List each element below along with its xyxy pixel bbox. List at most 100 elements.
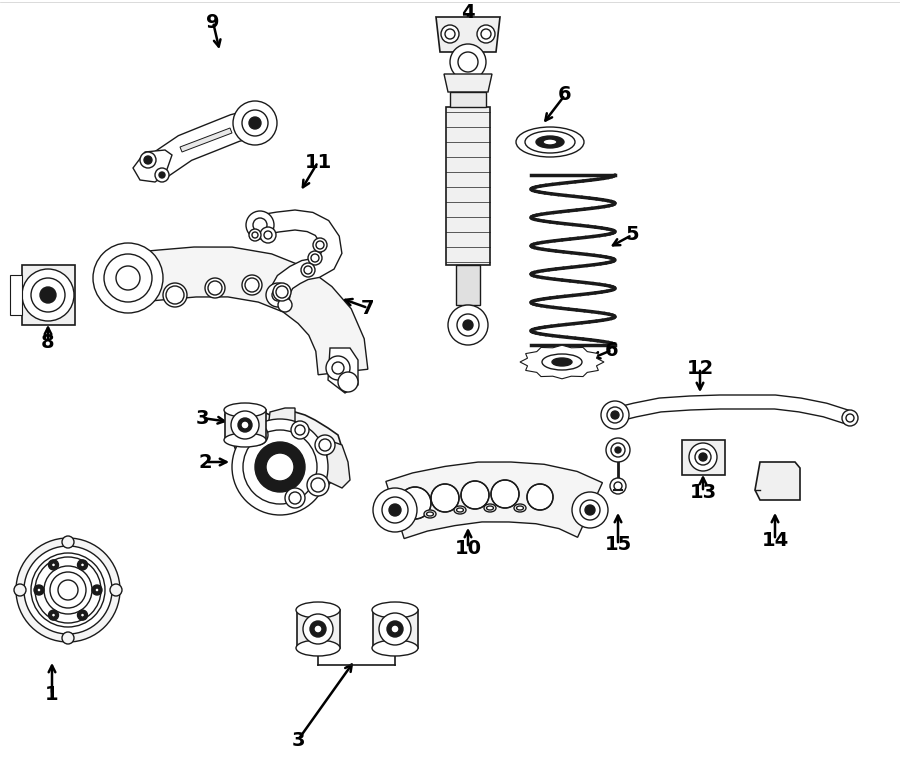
Circle shape (611, 443, 625, 457)
Ellipse shape (542, 354, 582, 370)
Circle shape (301, 263, 315, 277)
Polygon shape (297, 610, 340, 648)
Ellipse shape (536, 136, 564, 148)
Circle shape (40, 287, 56, 303)
Circle shape (242, 275, 262, 295)
Circle shape (245, 278, 259, 292)
Ellipse shape (543, 139, 557, 145)
Ellipse shape (224, 433, 266, 447)
Circle shape (326, 356, 350, 380)
Circle shape (332, 362, 344, 374)
Circle shape (448, 305, 488, 345)
Circle shape (846, 414, 854, 422)
Circle shape (311, 478, 325, 492)
Circle shape (205, 278, 225, 298)
Text: 2: 2 (198, 453, 212, 472)
Circle shape (303, 614, 333, 644)
Circle shape (92, 585, 102, 595)
Ellipse shape (296, 602, 340, 618)
Polygon shape (436, 17, 500, 52)
Circle shape (266, 283, 290, 307)
Circle shape (491, 480, 519, 508)
Circle shape (699, 453, 707, 461)
Text: 4: 4 (461, 2, 475, 21)
Ellipse shape (424, 510, 436, 518)
Circle shape (463, 320, 473, 330)
Circle shape (166, 286, 184, 304)
Text: 11: 11 (304, 153, 331, 172)
Circle shape (62, 536, 74, 548)
Circle shape (252, 232, 258, 238)
Polygon shape (22, 265, 75, 325)
Circle shape (527, 484, 553, 510)
Circle shape (50, 572, 86, 608)
Circle shape (104, 254, 152, 302)
Circle shape (610, 478, 626, 494)
Text: 15: 15 (605, 535, 632, 555)
Circle shape (252, 429, 264, 441)
Ellipse shape (427, 512, 434, 516)
Circle shape (116, 266, 140, 290)
Circle shape (80, 613, 85, 617)
Circle shape (311, 254, 319, 262)
Text: 9: 9 (206, 12, 220, 31)
Circle shape (49, 610, 58, 620)
Circle shape (585, 505, 595, 515)
Circle shape (144, 156, 152, 164)
Circle shape (601, 401, 629, 429)
Circle shape (431, 484, 459, 512)
Ellipse shape (517, 506, 524, 510)
Circle shape (389, 504, 401, 516)
Circle shape (310, 621, 326, 637)
Circle shape (458, 52, 478, 72)
Circle shape (373, 488, 417, 532)
Circle shape (163, 283, 187, 307)
Circle shape (441, 25, 459, 43)
Text: 3: 3 (292, 730, 305, 749)
Circle shape (461, 481, 489, 509)
Circle shape (255, 442, 305, 492)
Circle shape (572, 492, 608, 528)
Polygon shape (456, 265, 480, 305)
Circle shape (308, 251, 322, 265)
Polygon shape (450, 92, 486, 107)
Circle shape (242, 110, 268, 136)
Circle shape (307, 474, 329, 496)
Circle shape (233, 101, 277, 145)
Polygon shape (126, 247, 368, 375)
Circle shape (314, 625, 322, 633)
Circle shape (231, 411, 259, 439)
Circle shape (842, 410, 858, 426)
Circle shape (34, 585, 44, 595)
Circle shape (49, 560, 58, 570)
Circle shape (14, 584, 26, 596)
Circle shape (260, 227, 276, 243)
Circle shape (291, 421, 309, 439)
Circle shape (44, 566, 92, 614)
Text: 7: 7 (361, 298, 374, 318)
Circle shape (611, 411, 619, 419)
Polygon shape (328, 348, 358, 393)
Ellipse shape (456, 508, 464, 512)
Circle shape (276, 286, 288, 298)
Circle shape (457, 314, 479, 336)
Ellipse shape (296, 640, 340, 656)
Polygon shape (258, 210, 342, 300)
Polygon shape (386, 462, 602, 538)
Circle shape (80, 563, 85, 567)
Circle shape (155, 168, 169, 182)
Circle shape (273, 283, 291, 301)
Circle shape (445, 29, 455, 39)
Circle shape (387, 621, 403, 637)
Polygon shape (755, 462, 800, 500)
Polygon shape (10, 275, 22, 315)
Circle shape (248, 425, 268, 445)
Circle shape (316, 241, 324, 249)
Circle shape (272, 289, 284, 301)
Circle shape (253, 218, 267, 232)
Polygon shape (373, 610, 418, 648)
Circle shape (338, 372, 358, 392)
Ellipse shape (514, 504, 526, 512)
Circle shape (481, 29, 491, 39)
Circle shape (249, 117, 261, 129)
